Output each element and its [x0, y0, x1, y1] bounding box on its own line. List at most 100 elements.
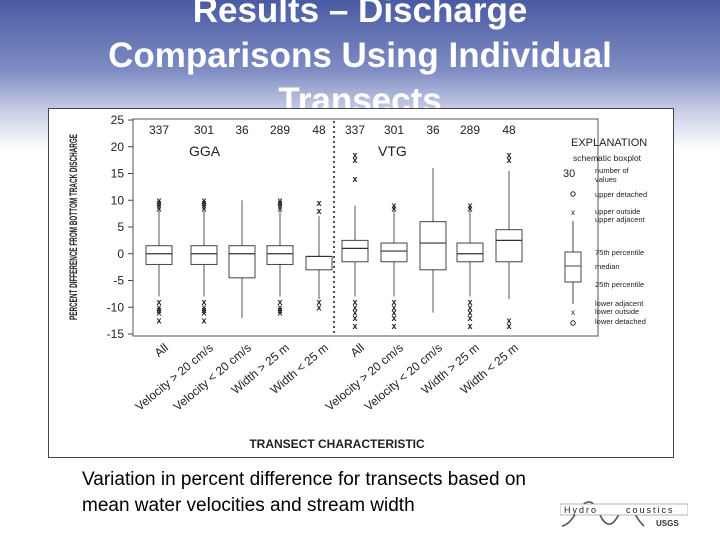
outlier-mark: x — [316, 297, 321, 307]
outlier-mark: x — [391, 297, 396, 307]
caption-line-1: Variation in percent difference for tran… — [82, 469, 526, 490]
outlier-mark: x — [391, 302, 396, 312]
outlier-mark: x — [201, 201, 206, 211]
outlier-mark: x — [201, 297, 206, 307]
outlier-mark: x — [467, 321, 472, 331]
slide-title: Results – Discharge Comparisons Using In… — [0, 0, 720, 123]
outlier-mark: x — [316, 198, 321, 208]
outlier-mark: x — [391, 203, 396, 213]
outlier-mark: x — [316, 302, 321, 312]
legend-title: EXPLANATION — [571, 137, 647, 149]
outlier-mark: x — [277, 201, 282, 211]
legend-q25-label: 25th percentile — [595, 280, 644, 289]
iqr-box — [266, 245, 294, 265]
count-label: 289 — [460, 123, 480, 137]
y-tick-label: -10 — [107, 300, 125, 314]
x-axis-label: TRANSECT CHARACTERISTIC — [249, 437, 425, 451]
outlier-mark: x — [352, 313, 357, 323]
count-label: 337 — [345, 123, 365, 137]
y-tick-label: 0 — [117, 247, 124, 261]
count-label: 36 — [235, 123, 249, 137]
title-line-1: Results – Discharge — [192, 0, 528, 30]
legend-subtitle: schematic boxplot — [573, 153, 642, 163]
legend-upper-detached-marker — [570, 191, 576, 197]
outlier-mark: x — [156, 308, 161, 318]
iqr-box — [190, 245, 218, 265]
logo-word-right: coustics — [626, 505, 675, 515]
count-label: 48 — [502, 123, 516, 137]
outlier-mark: x — [467, 201, 472, 211]
outlier-mark: x — [506, 150, 511, 160]
y-axis-label: PERCENT DIFFERENCE FROM BOTTOM TRACK DIS… — [68, 134, 80, 320]
outlier-mark: x — [352, 297, 357, 307]
outlier-mark: x — [277, 195, 282, 205]
outlier-mark: x — [156, 297, 161, 307]
iqr-box — [341, 239, 369, 263]
outlier-mark: x — [352, 308, 357, 318]
outlier-mark: x — [467, 313, 472, 323]
outlier-mark: x — [391, 321, 396, 331]
legend-upper-outside-label: upper outside — [595, 207, 640, 216]
count-label: 48 — [312, 123, 326, 137]
y-tick-label: -15 — [107, 327, 125, 341]
outlier-mark: x — [201, 316, 206, 326]
count-label: 301 — [194, 123, 214, 137]
outlier-mark: x — [156, 203, 161, 213]
count-label: 36 — [426, 123, 440, 137]
legend-lower-detached-label: lower detached — [595, 317, 646, 326]
outlier-mark: x — [506, 316, 511, 326]
outlier-mark: x — [277, 203, 282, 213]
legend-count-label-1: number of — [595, 166, 630, 175]
outlier-mark: x — [352, 302, 357, 312]
chart-frame: GGA VTG PERCENT DIFFERENCE FROM BOTTOM T… — [48, 108, 674, 458]
outlier-mark: x — [277, 308, 282, 318]
count-label: 289 — [270, 123, 290, 137]
outlier-mark: x — [156, 316, 161, 326]
legend-q75-label: 75th percentile — [595, 248, 644, 257]
y-tick-label: -5 — [113, 274, 124, 288]
logo-word-left: Hydro — [564, 505, 598, 515]
legend-lower-detached-marker — [570, 320, 576, 326]
iqr-box — [419, 221, 447, 271]
outlier-mark: x — [156, 305, 161, 315]
outlier-mark: x — [391, 308, 396, 318]
boxplot — [228, 200, 256, 318]
legend-upper-outside-marker: x — [571, 208, 575, 217]
outlier-mark: x — [467, 203, 472, 213]
hydroacoustics-logo: Hydro coustics USGS — [560, 501, 688, 528]
caption-line-2: mean water velocities and stream width — [82, 495, 415, 516]
outlier-mark: x — [201, 195, 206, 205]
outlier-mark: x — [156, 302, 161, 312]
category-label: All — [152, 341, 171, 360]
slide-caption: Variation in percent difference for tran… — [82, 467, 662, 519]
iqr-box — [380, 242, 408, 263]
iqr-box — [456, 242, 484, 263]
boxplot — [419, 168, 447, 313]
legend-upper-adjacent-label: upper adjacent — [595, 215, 646, 224]
iqr-box — [495, 229, 523, 263]
outlier-mark: x — [467, 297, 472, 307]
outlier-mark: x — [316, 206, 321, 216]
outlier-mark: x — [201, 305, 206, 315]
iqr-box — [145, 245, 173, 265]
y-tick-label: 15 — [111, 167, 125, 181]
outlier-mark: x — [467, 308, 472, 318]
legend: EXPLANATION schematic boxplot 30 number … — [563, 137, 647, 326]
outlier-mark: x — [506, 155, 511, 165]
outlier-mark: x — [201, 308, 206, 318]
outlier-mark: x — [277, 198, 282, 208]
outlier-mark: x — [391, 201, 396, 211]
y-tick-label: 10 — [111, 193, 125, 207]
title-line-2: Comparisons Using Individual — [108, 36, 612, 75]
y-tick-label: 20 — [111, 140, 125, 154]
legend-count-example: 30 — [563, 168, 575, 180]
outlier-mark: x — [391, 313, 396, 323]
outlier-mark: x — [352, 321, 357, 331]
outlier-mark: x — [156, 201, 161, 211]
